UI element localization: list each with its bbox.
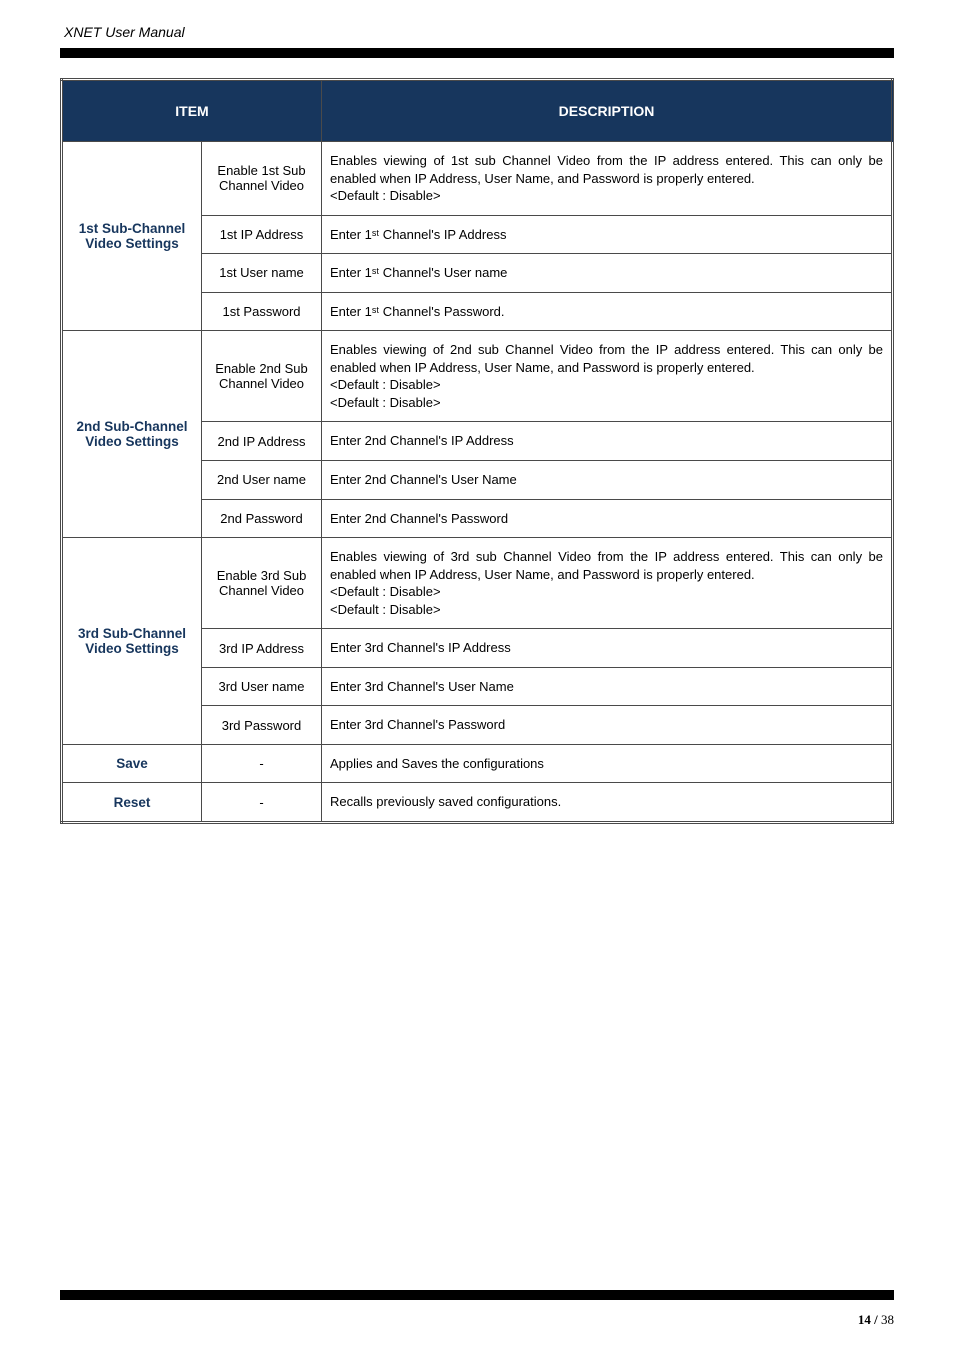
sub-label: 3rd User name bbox=[202, 667, 322, 706]
sub-label: 2nd IP Address bbox=[202, 422, 322, 461]
sub-label: 3rd Password bbox=[202, 706, 322, 745]
desc-cell: Enter 1ˢᵗ Channel's Password. bbox=[322, 292, 893, 331]
desc-cell: Enter 2nd Channel's IP Address bbox=[322, 422, 893, 461]
sub-label: - bbox=[202, 744, 322, 783]
sub-label: 2nd Password bbox=[202, 499, 322, 538]
page-container: XNET User Manual ITEM DESCRIPTION 1st Su… bbox=[0, 0, 954, 1350]
desc-cell: Enter 2nd Channel's Password bbox=[322, 499, 893, 538]
description-table: ITEM DESCRIPTION 1st Sub-Channel Video S… bbox=[60, 78, 894, 824]
desc-cell: Enter 1ˢᵗ Channel's IP Address bbox=[322, 215, 893, 254]
desc-cell: Enter 3rd Channel's IP Address bbox=[322, 629, 893, 668]
header-description: DESCRIPTION bbox=[322, 80, 893, 142]
sub-label: Enable 1st Sub Channel Video bbox=[202, 142, 322, 216]
desc-cell: Enables viewing of 2nd sub Channel Video… bbox=[322, 331, 893, 422]
desc-cell: Recalls previously saved configurations. bbox=[322, 783, 893, 823]
sub-label: Enable 3rd Sub Channel Video bbox=[202, 538, 322, 629]
sub-label: 2nd User name bbox=[202, 461, 322, 500]
sub-label: 1st User name bbox=[202, 254, 322, 293]
desc-cell: Enter 1ˢᵗ Channel's User name bbox=[322, 254, 893, 293]
group-item: 1st Sub-Channel Video Settings bbox=[62, 142, 202, 331]
desc-cell: Enter 3rd Channel's User Name bbox=[322, 667, 893, 706]
top-divider-bar bbox=[60, 48, 894, 58]
group-item: Reset bbox=[62, 783, 202, 823]
sub-label: 1st IP Address bbox=[202, 215, 322, 254]
desc-cell: Enables viewing of 1st sub Channel Video… bbox=[322, 142, 893, 216]
page-number-current: 14 / bbox=[858, 1312, 878, 1327]
group-item: 3rd Sub-Channel Video Settings bbox=[62, 538, 202, 745]
desc-cell: Enables viewing of 3rd sub Channel Video… bbox=[322, 538, 893, 629]
group-item: Save bbox=[62, 744, 202, 783]
sub-label: 1st Password bbox=[202, 292, 322, 331]
group-item: 2nd Sub-Channel Video Settings bbox=[62, 331, 202, 538]
sub-label: - bbox=[202, 783, 322, 823]
document-title: XNET User Manual bbox=[60, 24, 894, 40]
page-number: 14 / 38 bbox=[858, 1312, 894, 1328]
header-item: ITEM bbox=[62, 80, 322, 142]
desc-cell: Applies and Saves the configurations bbox=[322, 744, 893, 783]
sub-label: 3rd IP Address bbox=[202, 629, 322, 668]
page-number-total: 38 bbox=[878, 1312, 894, 1327]
desc-cell: Enter 2nd Channel's User Name bbox=[322, 461, 893, 500]
desc-cell: Enter 3rd Channel's Password bbox=[322, 706, 893, 745]
bottom-divider-bar bbox=[60, 1290, 894, 1300]
sub-label: Enable 2nd Sub Channel Video bbox=[202, 331, 322, 422]
